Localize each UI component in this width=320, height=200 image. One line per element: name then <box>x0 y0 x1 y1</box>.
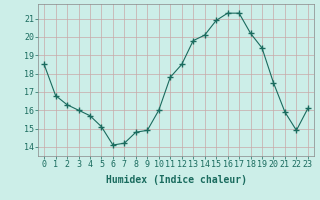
X-axis label: Humidex (Indice chaleur): Humidex (Indice chaleur) <box>106 175 246 185</box>
